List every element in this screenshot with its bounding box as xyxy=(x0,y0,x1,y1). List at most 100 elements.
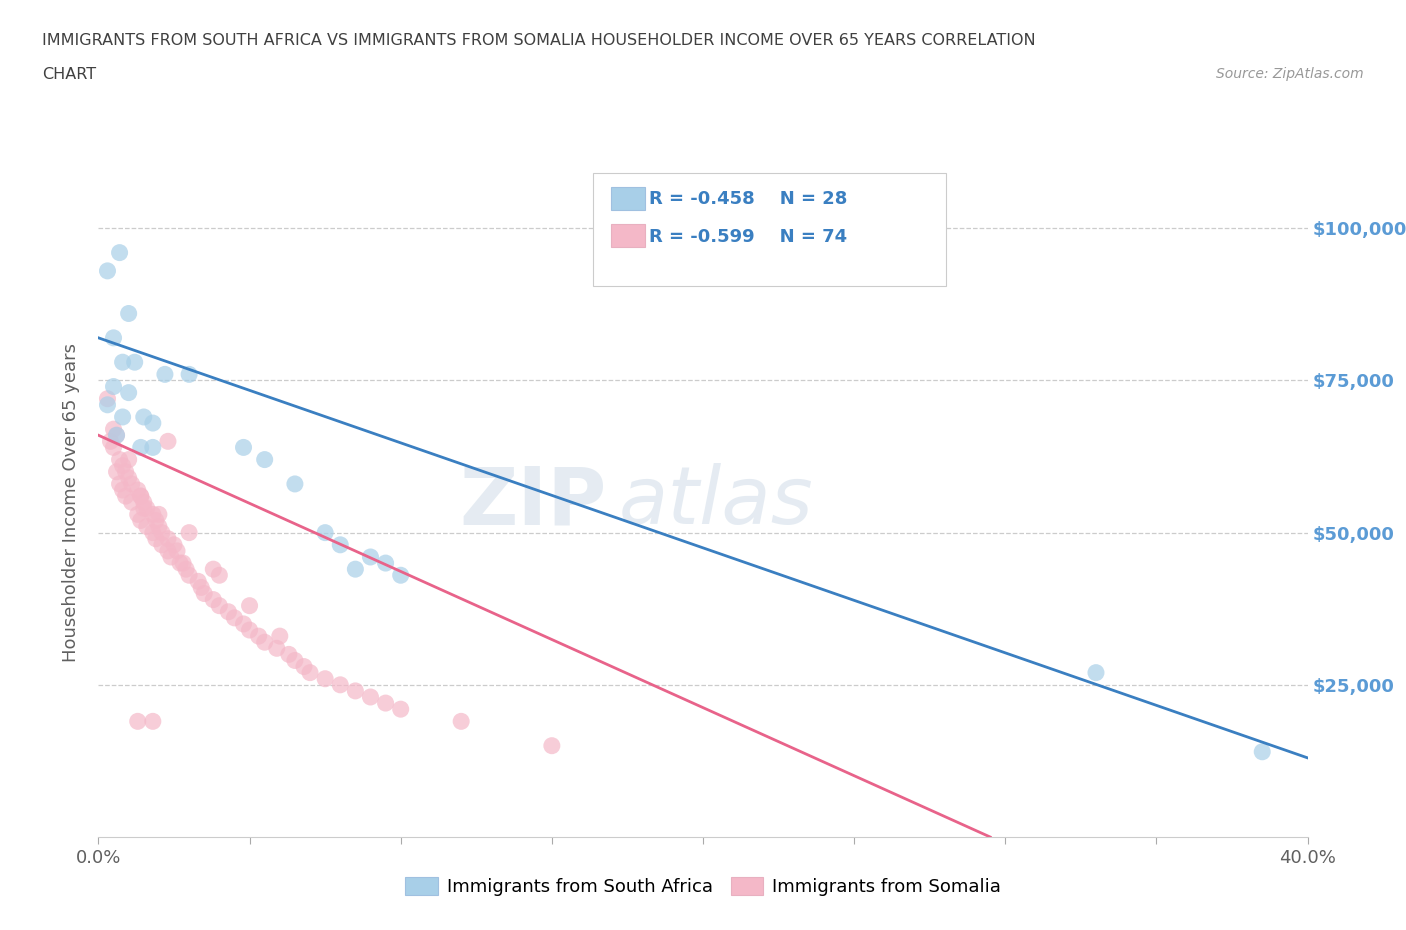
Point xyxy=(269,629,291,644)
Point xyxy=(208,598,231,613)
Point xyxy=(160,550,183,565)
Point xyxy=(150,525,173,540)
Point xyxy=(374,696,396,711)
Point xyxy=(132,495,155,510)
Point xyxy=(108,452,131,467)
Point xyxy=(105,428,128,443)
Point xyxy=(150,538,173,552)
Point xyxy=(111,409,134,424)
Point xyxy=(118,385,141,400)
Point xyxy=(172,555,194,570)
Point xyxy=(179,568,201,583)
Point xyxy=(148,519,170,534)
Point xyxy=(142,440,165,455)
Point xyxy=(142,416,165,431)
Point xyxy=(277,647,299,662)
Point xyxy=(217,604,239,619)
Point xyxy=(174,562,197,577)
Point xyxy=(111,458,134,473)
Point xyxy=(129,488,152,503)
Point xyxy=(344,562,367,577)
Point xyxy=(121,476,143,491)
Point xyxy=(1251,744,1274,759)
Point xyxy=(132,501,155,516)
Point xyxy=(96,263,118,278)
Point xyxy=(129,440,152,455)
Point xyxy=(114,488,136,503)
Point xyxy=(389,702,412,717)
Point xyxy=(142,714,165,729)
Point xyxy=(163,538,186,552)
Point xyxy=(127,714,149,729)
Point xyxy=(108,476,131,491)
Text: R = -0.599    N = 74: R = -0.599 N = 74 xyxy=(650,228,848,246)
Text: IMMIGRANTS FROM SOUTH AFRICA VS IMMIGRANTS FROM SOMALIA HOUSEHOLDER INCOME OVER : IMMIGRANTS FROM SOUTH AFRICA VS IMMIGRAN… xyxy=(42,33,1036,47)
Point xyxy=(132,409,155,424)
Point xyxy=(129,488,152,503)
Point xyxy=(190,580,212,595)
Point xyxy=(156,531,179,546)
Point xyxy=(360,689,382,704)
Point xyxy=(142,507,165,522)
Point xyxy=(148,507,170,522)
Point xyxy=(105,428,128,443)
Point xyxy=(103,379,125,394)
Point xyxy=(145,531,167,546)
Point xyxy=(253,635,276,650)
Point xyxy=(247,629,270,644)
Point xyxy=(389,568,412,583)
Point xyxy=(108,246,131,260)
Point xyxy=(124,354,146,369)
Point xyxy=(202,562,225,577)
Point xyxy=(103,330,125,345)
Point xyxy=(179,367,201,382)
Point xyxy=(202,592,225,607)
Point xyxy=(111,483,134,498)
Text: atlas: atlas xyxy=(619,463,813,541)
Point xyxy=(142,525,165,540)
Point xyxy=(314,671,336,686)
Point xyxy=(450,714,472,729)
Point xyxy=(239,598,262,613)
Point xyxy=(224,610,246,625)
Point xyxy=(253,452,276,467)
Point xyxy=(374,555,396,570)
Point xyxy=(187,574,209,589)
Point xyxy=(111,354,134,369)
Point xyxy=(179,525,201,540)
Point xyxy=(360,550,382,565)
Text: Source: ZipAtlas.com: Source: ZipAtlas.com xyxy=(1216,67,1364,81)
Point xyxy=(166,543,188,558)
Text: R = -0.458    N = 28: R = -0.458 N = 28 xyxy=(650,191,848,208)
Point xyxy=(100,434,122,449)
Point xyxy=(193,586,215,601)
Point xyxy=(208,568,231,583)
Point xyxy=(232,617,254,631)
Text: ZIP: ZIP xyxy=(458,463,606,541)
Point xyxy=(135,501,157,516)
Point xyxy=(344,684,367,698)
Point xyxy=(121,495,143,510)
Point xyxy=(284,653,307,668)
Point xyxy=(135,519,157,534)
Point xyxy=(127,483,149,498)
Point xyxy=(329,538,352,552)
Y-axis label: Householder Income Over 65 years: Householder Income Over 65 years xyxy=(62,342,80,662)
Point xyxy=(232,440,254,455)
Point xyxy=(239,622,262,637)
Point xyxy=(118,471,141,485)
Point xyxy=(114,464,136,479)
Point xyxy=(105,464,128,479)
Point xyxy=(1085,665,1108,680)
Point xyxy=(145,513,167,528)
Point xyxy=(129,513,152,528)
Point xyxy=(266,641,288,656)
Text: CHART: CHART xyxy=(42,67,96,82)
Point xyxy=(169,555,191,570)
Point xyxy=(156,543,179,558)
Point xyxy=(103,421,125,436)
Point xyxy=(156,434,179,449)
Point xyxy=(314,525,336,540)
Point xyxy=(96,397,118,412)
Point xyxy=(329,677,352,692)
